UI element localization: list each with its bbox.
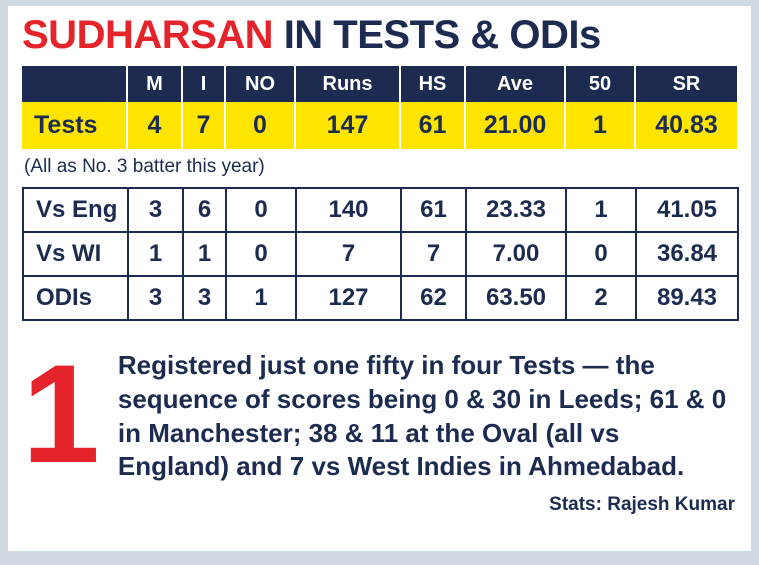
cell-sr: 41.05 xyxy=(635,187,739,233)
col-header-runs: Runs xyxy=(294,66,400,102)
cell-50: 0 xyxy=(565,231,637,277)
cell-hs: 61 xyxy=(399,102,465,149)
cell-runs: 127 xyxy=(295,275,402,321)
cell-runs: 147 xyxy=(294,102,400,149)
cell-m: 4 xyxy=(126,102,182,149)
table-row-tests: Tests 4 7 0 147 61 21.00 1 40.83 xyxy=(22,102,737,149)
cell-50: 1 xyxy=(565,187,637,233)
cell-50: 2 xyxy=(565,275,637,321)
headline-highlight: SUDHARSAN xyxy=(22,13,274,57)
headline-rest: IN TESTS & ODIs xyxy=(273,13,601,57)
cell-hs: 7 xyxy=(400,231,467,277)
summary-table: M I NO Runs HS Ave 50 SR Tests 4 7 0 147… xyxy=(22,66,737,149)
cell-m: 1 xyxy=(127,231,184,277)
cell-hs: 62 xyxy=(400,275,467,321)
detail-table: Vs Eng 3 6 0 140 61 23.33 1 41.05 Vs WI … xyxy=(22,187,739,321)
col-header-sr: SR xyxy=(634,66,737,102)
row-label: Vs Eng xyxy=(22,187,129,233)
headline: SUDHARSAN IN TESTS & ODIs xyxy=(22,14,737,56)
cell-m: 3 xyxy=(127,187,184,233)
cell-no: 1 xyxy=(225,275,297,321)
table-row-vs-eng: Vs Eng 3 6 0 140 61 23.33 1 41.05 xyxy=(22,187,739,233)
cell-i: 3 xyxy=(182,275,227,321)
table-row-vs-wi: Vs WI 1 1 0 7 7 7.00 0 36.84 xyxy=(22,231,739,277)
col-header-ave: Ave xyxy=(464,66,565,102)
cell-i: 6 xyxy=(182,187,227,233)
col-header-m: M xyxy=(126,66,182,102)
col-header-blank xyxy=(22,66,127,102)
row-label: Tests xyxy=(22,102,127,149)
cell-runs: 7 xyxy=(295,231,402,277)
cell-ave: 23.33 xyxy=(465,187,567,233)
cell-no: 0 xyxy=(224,102,295,149)
cell-i: 1 xyxy=(182,231,227,277)
cell-50: 1 xyxy=(564,102,635,149)
col-header-50: 50 xyxy=(564,66,635,102)
note-text: (All as No. 3 batter this year) xyxy=(24,156,265,177)
cell-m: 3 xyxy=(127,275,184,321)
cell-ave: 7.00 xyxy=(465,231,567,277)
col-header-i: I xyxy=(181,66,225,102)
row-label: ODIs xyxy=(22,275,129,321)
cell-hs: 61 xyxy=(400,187,467,233)
row-label: Vs WI xyxy=(22,231,129,277)
cell-i: 7 xyxy=(181,102,225,149)
cell-no: 0 xyxy=(225,187,297,233)
table-header-row: M I NO Runs HS Ave 50 SR xyxy=(22,66,737,102)
cell-sr: 40.83 xyxy=(634,102,737,149)
col-header-hs: HS xyxy=(399,66,465,102)
col-header-no: NO xyxy=(224,66,295,102)
table-row-odis: ODIs 3 3 1 127 62 63.50 2 89.43 xyxy=(22,275,739,321)
cell-no: 0 xyxy=(225,231,297,277)
cell-sr: 36.84 xyxy=(635,231,739,277)
cell-ave: 21.00 xyxy=(464,102,565,149)
cell-runs: 140 xyxy=(295,187,402,233)
cell-ave: 63.50 xyxy=(465,275,567,321)
fact-block: 1 Registered just one fifty in four Test… xyxy=(22,335,737,516)
stats-credit: Stats: Rajesh Kumar xyxy=(549,494,735,516)
fact-text: Registered just one fifty in four Tests … xyxy=(117,350,727,482)
cell-sr: 89.43 xyxy=(635,275,739,321)
infographic-canvas: SUDHARSAN IN TESTS & ODIs M I NO Runs HS… xyxy=(8,6,751,551)
fact-number: 1 xyxy=(22,335,100,492)
